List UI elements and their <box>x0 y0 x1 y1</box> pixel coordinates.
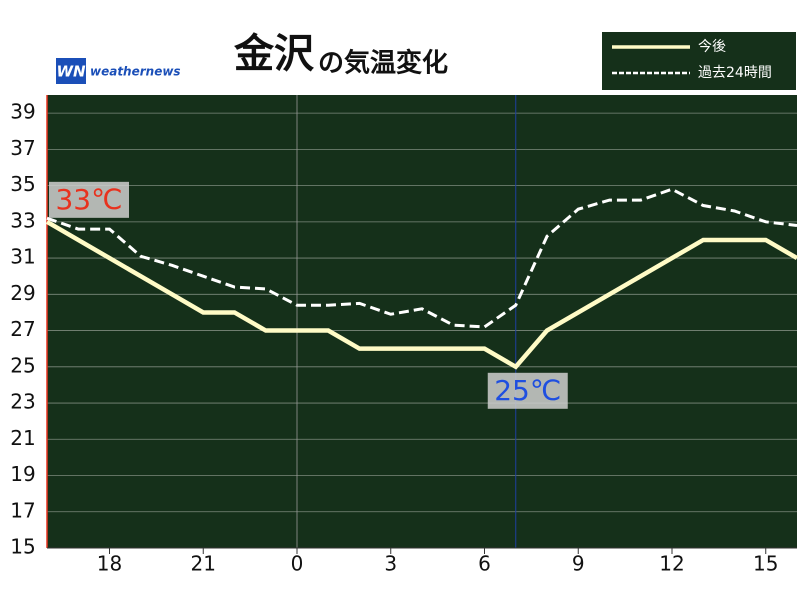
y-tick-label: 31 <box>10 245 35 269</box>
y-tick-label: 27 <box>10 317 35 341</box>
legend-label: 過去24時間 <box>698 65 772 81</box>
annotation-box <box>49 181 129 218</box>
x-tick-label: 12 <box>659 552 684 576</box>
y-tick-label: 39 <box>10 100 35 124</box>
series-line <box>46 187 798 329</box>
chart-title: 金沢 <box>233 31 315 77</box>
series-line <box>45 219 799 370</box>
y-tick-label: 21 <box>10 426 35 450</box>
plot-area <box>47 95 797 548</box>
x-tick-label: 0 <box>291 552 304 576</box>
x-tick-label: 15 <box>753 552 778 576</box>
x-tick-label: 3 <box>384 552 397 576</box>
y-tick-label: 29 <box>10 281 35 305</box>
y-tick-label: 17 <box>10 498 35 522</box>
y-tick-label: 37 <box>10 136 35 160</box>
logo-mark <box>56 58 86 84</box>
legend <box>602 32 796 90</box>
legend-label: 今後 <box>698 39 726 55</box>
x-tick-label: 6 <box>478 552 491 576</box>
y-tick-label: 15 <box>10 535 35 559</box>
logo-text: weathernews <box>90 65 181 79</box>
annotation-box <box>487 372 568 409</box>
chart-subtitle: の気温変化 <box>318 48 448 79</box>
x-tick-label: 21 <box>191 552 216 576</box>
x-tick-label: 9 <box>572 552 585 576</box>
y-tick-label: 25 <box>10 353 35 377</box>
y-tick-label: 35 <box>10 172 35 196</box>
logo-mark-text: WN <box>56 63 86 81</box>
y-tick-label: 19 <box>10 462 35 486</box>
y-tick-label: 23 <box>10 390 35 414</box>
annotation: 25℃ <box>494 374 561 407</box>
y-tick-label: 33 <box>10 208 35 232</box>
annotation: 33℃ <box>55 183 122 216</box>
x-tick-label: 18 <box>97 552 122 576</box>
logo: WN weathernews <box>56 58 181 84</box>
